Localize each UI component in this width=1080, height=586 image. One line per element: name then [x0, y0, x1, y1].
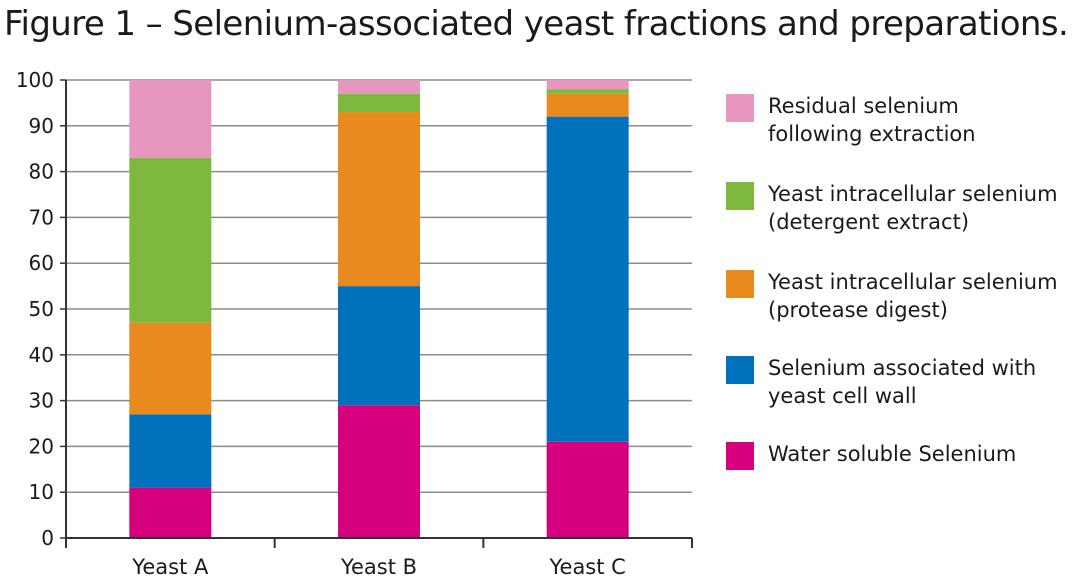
legend-item: Selenium associated with yeast cell wall — [726, 354, 1036, 410]
legend-label: Selenium associated with yeast cell wall — [768, 356, 1037, 408]
x-tick-label: Yeast C — [548, 555, 625, 579]
x-tick-label: Yeast B — [340, 555, 417, 579]
y-tick-label: 100 — [16, 68, 54, 92]
y-tick-label: 50 — [29, 297, 54, 321]
legend-label: Yeast intracellular selenium (detergent … — [768, 182, 1058, 234]
bar-segment — [129, 414, 212, 488]
bar-segment — [338, 112, 420, 287]
legend-label: Water soluble Selenium — [768, 442, 1017, 466]
y-tick-label: 70 — [29, 205, 54, 229]
bar-segment — [338, 286, 420, 406]
y-tick-label: 20 — [29, 434, 54, 458]
bar-segment — [546, 80, 629, 90]
y-tick-label: 80 — [29, 160, 54, 184]
legend-item: Yeast intracellular selenium (protease d… — [726, 268, 1058, 324]
bar-segment — [546, 93, 629, 117]
y-tick-label: 10 — [29, 480, 54, 504]
legend-label: Yeast intracellular selenium (protease d… — [768, 270, 1058, 322]
y-tick-label: 90 — [29, 114, 54, 138]
legend-swatch — [726, 442, 754, 470]
bar-segment — [338, 405, 420, 538]
y-tick-label: 40 — [29, 343, 54, 367]
bar-segment — [338, 80, 420, 94]
legend-item: Yeast intracellular selenium (detergent … — [726, 180, 1058, 236]
bar-segment — [546, 116, 629, 442]
legend-swatch — [726, 94, 754, 122]
bar-segment — [129, 157, 212, 323]
legend-label: Residual selenium following extraction — [768, 94, 976, 146]
legend-swatch — [726, 270, 754, 298]
bar-segment — [546, 89, 629, 94]
bar-segment — [129, 322, 212, 415]
y-tick-label: 60 — [29, 251, 54, 275]
y-tick-label: 0 — [41, 526, 54, 550]
chart-title: Figure 1 – Selenium-associated yeast fra… — [4, 4, 1069, 44]
legend-item: Water soluble Selenium — [726, 440, 1016, 470]
bar-segment — [338, 93, 420, 113]
bar-segment — [546, 441, 629, 538]
x-tick-label: Yeast A — [131, 555, 209, 579]
y-tick-label: 30 — [29, 389, 54, 413]
legend-item: Residual selenium following extraction — [726, 92, 976, 148]
bar-segment — [129, 487, 212, 538]
legend-swatch — [726, 182, 754, 210]
legend-swatch — [726, 356, 754, 384]
bar-segment — [129, 80, 212, 158]
